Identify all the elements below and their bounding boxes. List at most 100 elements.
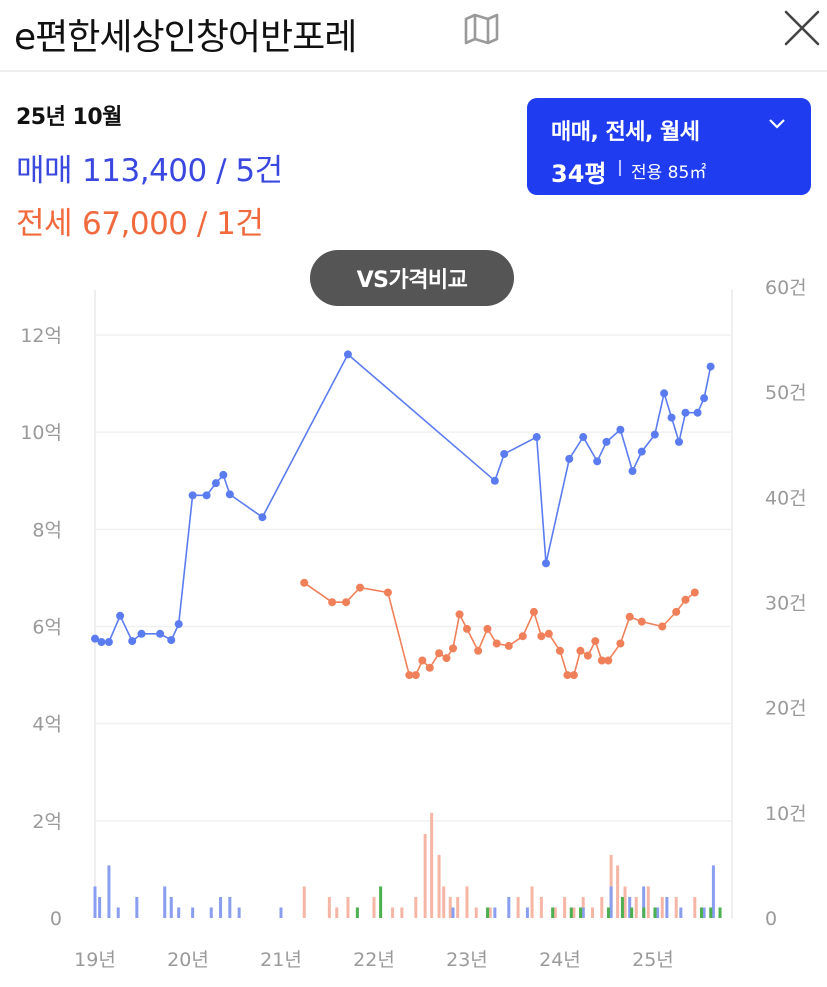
sale-price-line <box>94 353 712 643</box>
jeonse-price-point <box>681 595 690 604</box>
sale-volume-bar <box>493 907 497 918</box>
trade-filter-button[interactable]: 매매, 전세, 월세 34평 전용 85㎡ <box>527 98 811 195</box>
jeonse-volume-bar <box>539 896 543 918</box>
map-icon[interactable] <box>463 12 501 50</box>
sale-volume-bar <box>656 907 660 918</box>
sale-price-point <box>500 450 509 459</box>
y-right-tick-label: 60건 <box>765 277 807 299</box>
sale-volume-bar <box>107 865 111 918</box>
y-left-tick-label: 10억 <box>20 422 62 444</box>
jeonse-price-point <box>604 656 613 665</box>
jeonse-price-point <box>537 632 546 641</box>
y-right-tick-label: 0 <box>765 908 777 930</box>
jeonse-price-point <box>455 610 464 619</box>
monthly-volume-bar <box>579 907 583 918</box>
sale-price-point <box>532 433 541 442</box>
jeonse-price-point <box>555 646 564 655</box>
jeonse-price-point <box>672 607 681 616</box>
page-title: e편한세상인창어반포레 <box>14 17 357 58</box>
sale-price-point <box>565 454 574 463</box>
monthly-volume-bar <box>355 907 359 918</box>
y-left-tick-label: 4억 <box>32 714 62 736</box>
jeonse-volume-bar <box>530 886 534 918</box>
jeonse-price-point <box>518 632 527 641</box>
jeonse-volume-bar <box>693 896 697 918</box>
sale-volume-bar <box>507 896 511 918</box>
jeonse-label: 전세 <box>16 206 73 242</box>
jeonse-volume-bar <box>616 865 620 918</box>
jeonse-volume-bar <box>372 896 376 918</box>
x-tick-label: 23년 <box>446 949 488 971</box>
jeonse-price-point <box>474 646 483 655</box>
monthly-volume-bar <box>620 896 624 918</box>
sale-price-point <box>188 491 197 500</box>
period-label: 25년 10월 <box>16 105 122 130</box>
jeonse-price-point <box>462 624 471 633</box>
jeonse-price-point <box>591 637 600 646</box>
y-left-tick-label: 2억 <box>32 811 62 833</box>
sale-price-point <box>167 636 176 645</box>
y-right-tick-label: 20건 <box>765 698 807 720</box>
header: e편한세상인창어반포레 <box>0 0 827 72</box>
x-tick-label: 22년 <box>353 949 395 971</box>
jeonse-price-point <box>435 649 444 658</box>
chevron-down-icon <box>767 116 787 135</box>
sale-price-point <box>681 408 690 417</box>
monthly-volume-bar <box>379 886 383 918</box>
sale-price-point <box>91 634 99 643</box>
x-tick-label: 21년 <box>260 949 302 971</box>
y-right-tick-label: 50건 <box>765 382 807 404</box>
jeonse-volume-bar <box>335 907 339 918</box>
jeonse-volume-bar <box>346 896 350 918</box>
jeonse-price-point <box>425 663 434 672</box>
jeonse-volume-bar <box>646 886 650 918</box>
sale-price-point <box>650 430 659 439</box>
sale-volume-bar <box>177 907 181 918</box>
jeonse-price-point <box>356 583 365 592</box>
sale-price-point <box>706 362 715 371</box>
jeonse-volume-bar <box>391 907 395 918</box>
sale-price-point <box>579 433 588 442</box>
monthly-volume-bar <box>653 907 657 918</box>
sale-volume-bar <box>642 886 646 918</box>
jeonse-volume-bar <box>400 907 404 918</box>
sale-volume-bar <box>169 896 173 918</box>
jeonse-price-point <box>576 646 585 655</box>
sale-price-point <box>667 413 676 422</box>
sale-volume-bar <box>209 907 213 918</box>
monthly-volume-bar <box>699 907 703 918</box>
jeonse-volume-bar <box>442 886 446 918</box>
jeonse-volume-bar <box>563 896 567 918</box>
monthly-volume-bar <box>718 907 722 918</box>
sale-price-point <box>490 476 499 485</box>
jeonse-price-point <box>637 617 646 626</box>
sale-volume-bar <box>191 907 195 918</box>
jeonse-volume-bar <box>600 896 604 918</box>
vs-compare-button[interactable]: VS가격비교 <box>310 250 514 306</box>
jeonse-volume-bar <box>430 812 434 918</box>
jeonse-price-point <box>690 588 699 597</box>
sale-volume-bar <box>679 907 683 918</box>
jeonse-price-point <box>405 671 414 680</box>
jeonse-price-point <box>658 622 667 631</box>
y-left-tick-label: 12억 <box>20 325 62 347</box>
sale-volume-bar <box>702 907 706 918</box>
jeonse-volume-bar <box>437 854 441 918</box>
sale-price-point <box>116 611 125 620</box>
close-icon[interactable] <box>780 6 824 50</box>
sale-volume-bar <box>581 907 585 918</box>
filter-trade-types: 매매, 전세, 월세 <box>551 120 700 145</box>
sale-price-point <box>693 408 702 417</box>
jeonse-volume-bar <box>553 907 557 918</box>
monthly-volume-bar <box>569 907 573 918</box>
x-tick-label: 24년 <box>539 949 581 971</box>
jeonse-volume-bar <box>448 896 452 918</box>
jeonse-volume-bar <box>327 896 331 918</box>
sale-volume-bar <box>135 896 139 918</box>
sale-price-point <box>225 490 234 499</box>
sale-price-point <box>602 437 611 446</box>
sale-price-point <box>628 467 637 476</box>
jeonse-volume-bar <box>674 896 678 918</box>
sale-price-point <box>616 425 625 434</box>
